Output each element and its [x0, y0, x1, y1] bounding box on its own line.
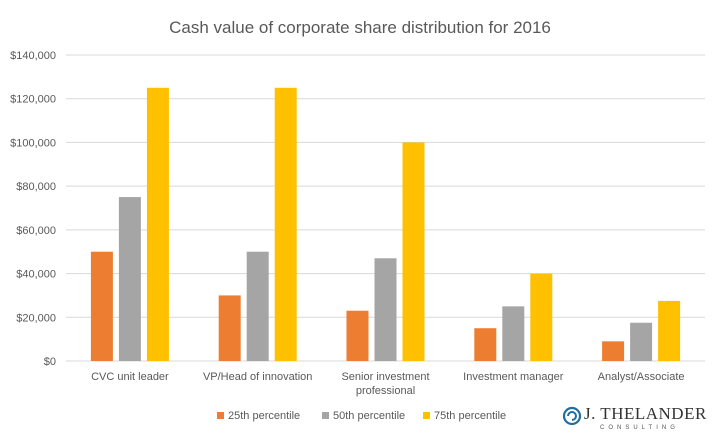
bar-25th-percentile — [602, 341, 625, 361]
bar-50th-percentile — [118, 197, 141, 361]
bar-75th-percentile — [402, 142, 425, 361]
bar-75th-percentile — [146, 87, 169, 362]
bar-75th-percentile — [274, 87, 297, 362]
legend: 25th percentile 50th percentile 75th perce… — [217, 410, 506, 422]
bar-50th-percentile — [630, 322, 653, 361]
logo-sub-text: CONSULTING — [600, 425, 679, 431]
y-axis-ticks: $0 $20,000 $40,000 $60,000 $80,000 $100,000 $1… — [10, 50, 56, 368]
category-labels: CVC unit leader VP/Head of innovation Seni… — [91, 371, 684, 397]
y-tick-label: $0 — [44, 356, 56, 368]
legend-swatch — [217, 412, 224, 419]
y-tick-label: $20,000 — [16, 312, 56, 324]
legend-swatch — [423, 412, 430, 419]
bar-25th-percentile — [474, 328, 497, 361]
bar-50th-percentile — [246, 251, 269, 361]
y-tick-label: $140,000 — [10, 50, 56, 62]
legend-swatch — [322, 412, 329, 419]
bar-25th-percentile — [346, 310, 369, 361]
x-category-label: Senior investment professional — [341, 371, 429, 397]
legend-label: 25th percentile — [228, 410, 300, 422]
bar-50th-percentile — [502, 306, 525, 361]
x-category-label: Analyst/Associate — [598, 371, 685, 383]
y-tick-label: $40,000 — [16, 269, 56, 281]
bar-75th-percentile — [658, 300, 681, 361]
y-tick-label: $100,000 — [10, 137, 56, 149]
y-tick-label: $60,000 — [16, 225, 56, 237]
bar-75th-percentile — [530, 273, 553, 361]
bar-25th-percentile — [218, 295, 241, 361]
x-category-label: CVC unit leader — [91, 371, 169, 383]
spiral-logo-icon — [562, 406, 582, 426]
logo-main-text: J. THELANDER — [584, 404, 707, 423]
legend-label: 75th percentile — [434, 410, 506, 422]
bar-50th-percentile — [374, 258, 397, 361]
legend-label: 50th percentile — [333, 410, 405, 422]
bar-25th-percentile — [90, 251, 113, 361]
company-logo: J. THELANDER CONSULTING — [562, 404, 707, 431]
chart-title: Cash value of corporate share distributi… — [169, 18, 551, 37]
y-tick-label: $80,000 — [16, 181, 56, 193]
y-tick-label: $120,000 — [10, 94, 56, 106]
x-category-label: Investment manager — [463, 371, 564, 383]
bars — [90, 87, 681, 362]
x-category-label: VP/Head of innovation — [203, 371, 312, 383]
